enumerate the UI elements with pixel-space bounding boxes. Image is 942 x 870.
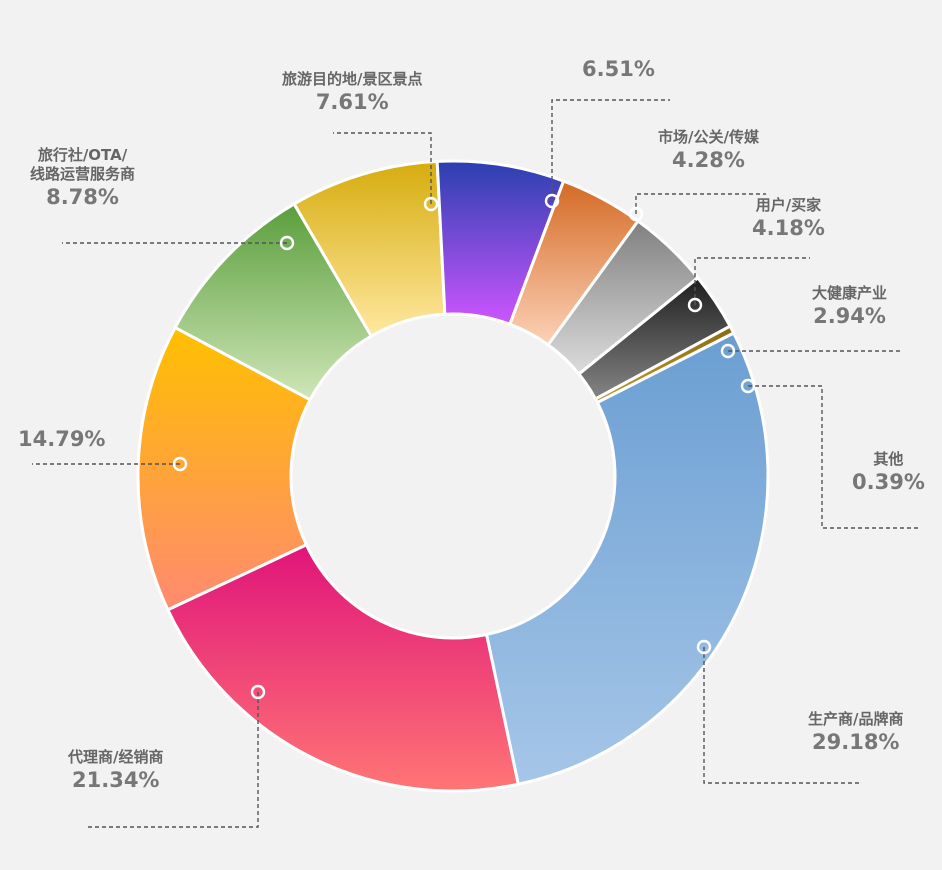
leader-marker-7 [687,297,703,313]
label-health-value: 2.94% [813,303,886,328]
leader-marker-9 [740,378,756,394]
label-travel-agency-value: 8.78% [46,184,119,209]
label-travel-agency-line1: 旅行社/OTA/ [37,146,128,164]
leader-line-7 [694,257,810,305]
label-purple-slice: 6.51% [582,56,655,82]
label-agent-value: 21.34% [72,767,160,792]
label-destination: 旅游目的地/景区景点 7.61% [282,70,422,115]
label-manufacturer: 生产商/品牌商 29.18% [808,710,903,755]
leader-marker-5 [544,193,560,209]
leader-line-0 [703,647,862,784]
leader-marker-1 [250,684,266,700]
leader-marker-3 [279,235,295,251]
slice-2 [136,326,312,612]
label-destination-value: 7.61% [315,89,389,114]
leader-marker-0 [696,639,712,655]
label-other-value: 0.39% [852,469,925,494]
label-buyer-name: 用户/买家 [755,196,822,214]
leader-line-6 [635,193,766,214]
label-health-name: 大健康产业 [812,284,888,302]
slice-0 [485,331,770,786]
leader-marker-8 [720,343,736,359]
label-buyer: 用户/买家 4.18% [752,196,825,241]
label-agent-name: 代理商/经销商 [68,748,164,766]
leader-line-9 [748,385,918,529]
label-orange-slice: 14.79% [18,426,105,452]
label-media-value: 4.28% [672,147,745,172]
leader-marker-2 [172,456,188,472]
label-travel-agency-line2: 线路运营服务商 [30,164,136,183]
label-orange-slice-value: 14.79% [18,427,106,451]
label-destination-name: 旅游目的地/景区景点 [282,70,423,88]
leader-line-1 [88,692,259,828]
leader-marker-6 [628,206,644,222]
label-manufacturer-name: 生产商/品牌商 [808,710,904,728]
leader-line-5 [551,99,670,201]
leader-line-4 [333,132,432,204]
label-other: 其他 0.39% [852,450,925,495]
slice-1 [166,543,520,793]
label-agent: 代理商/经销商 21.34% [68,748,163,793]
label-health: 大健康产业 2.94% [812,284,887,329]
label-media-name: 市场/公关/传媒 [658,128,759,146]
slice-9 [593,324,736,404]
label-manufacturer-value: 29.18% [812,729,900,754]
label-purple-slice-value: 6.51% [582,57,655,81]
label-buyer-value: 4.18% [752,215,825,240]
leader-marker-4 [423,196,439,212]
label-travel-agency: 旅行社/OTA/ 线路运营服务商 8.78% [30,146,135,210]
label-media: 市场/公关/传媒 4.28% [658,128,759,173]
label-other-name: 其他 [873,450,904,468]
